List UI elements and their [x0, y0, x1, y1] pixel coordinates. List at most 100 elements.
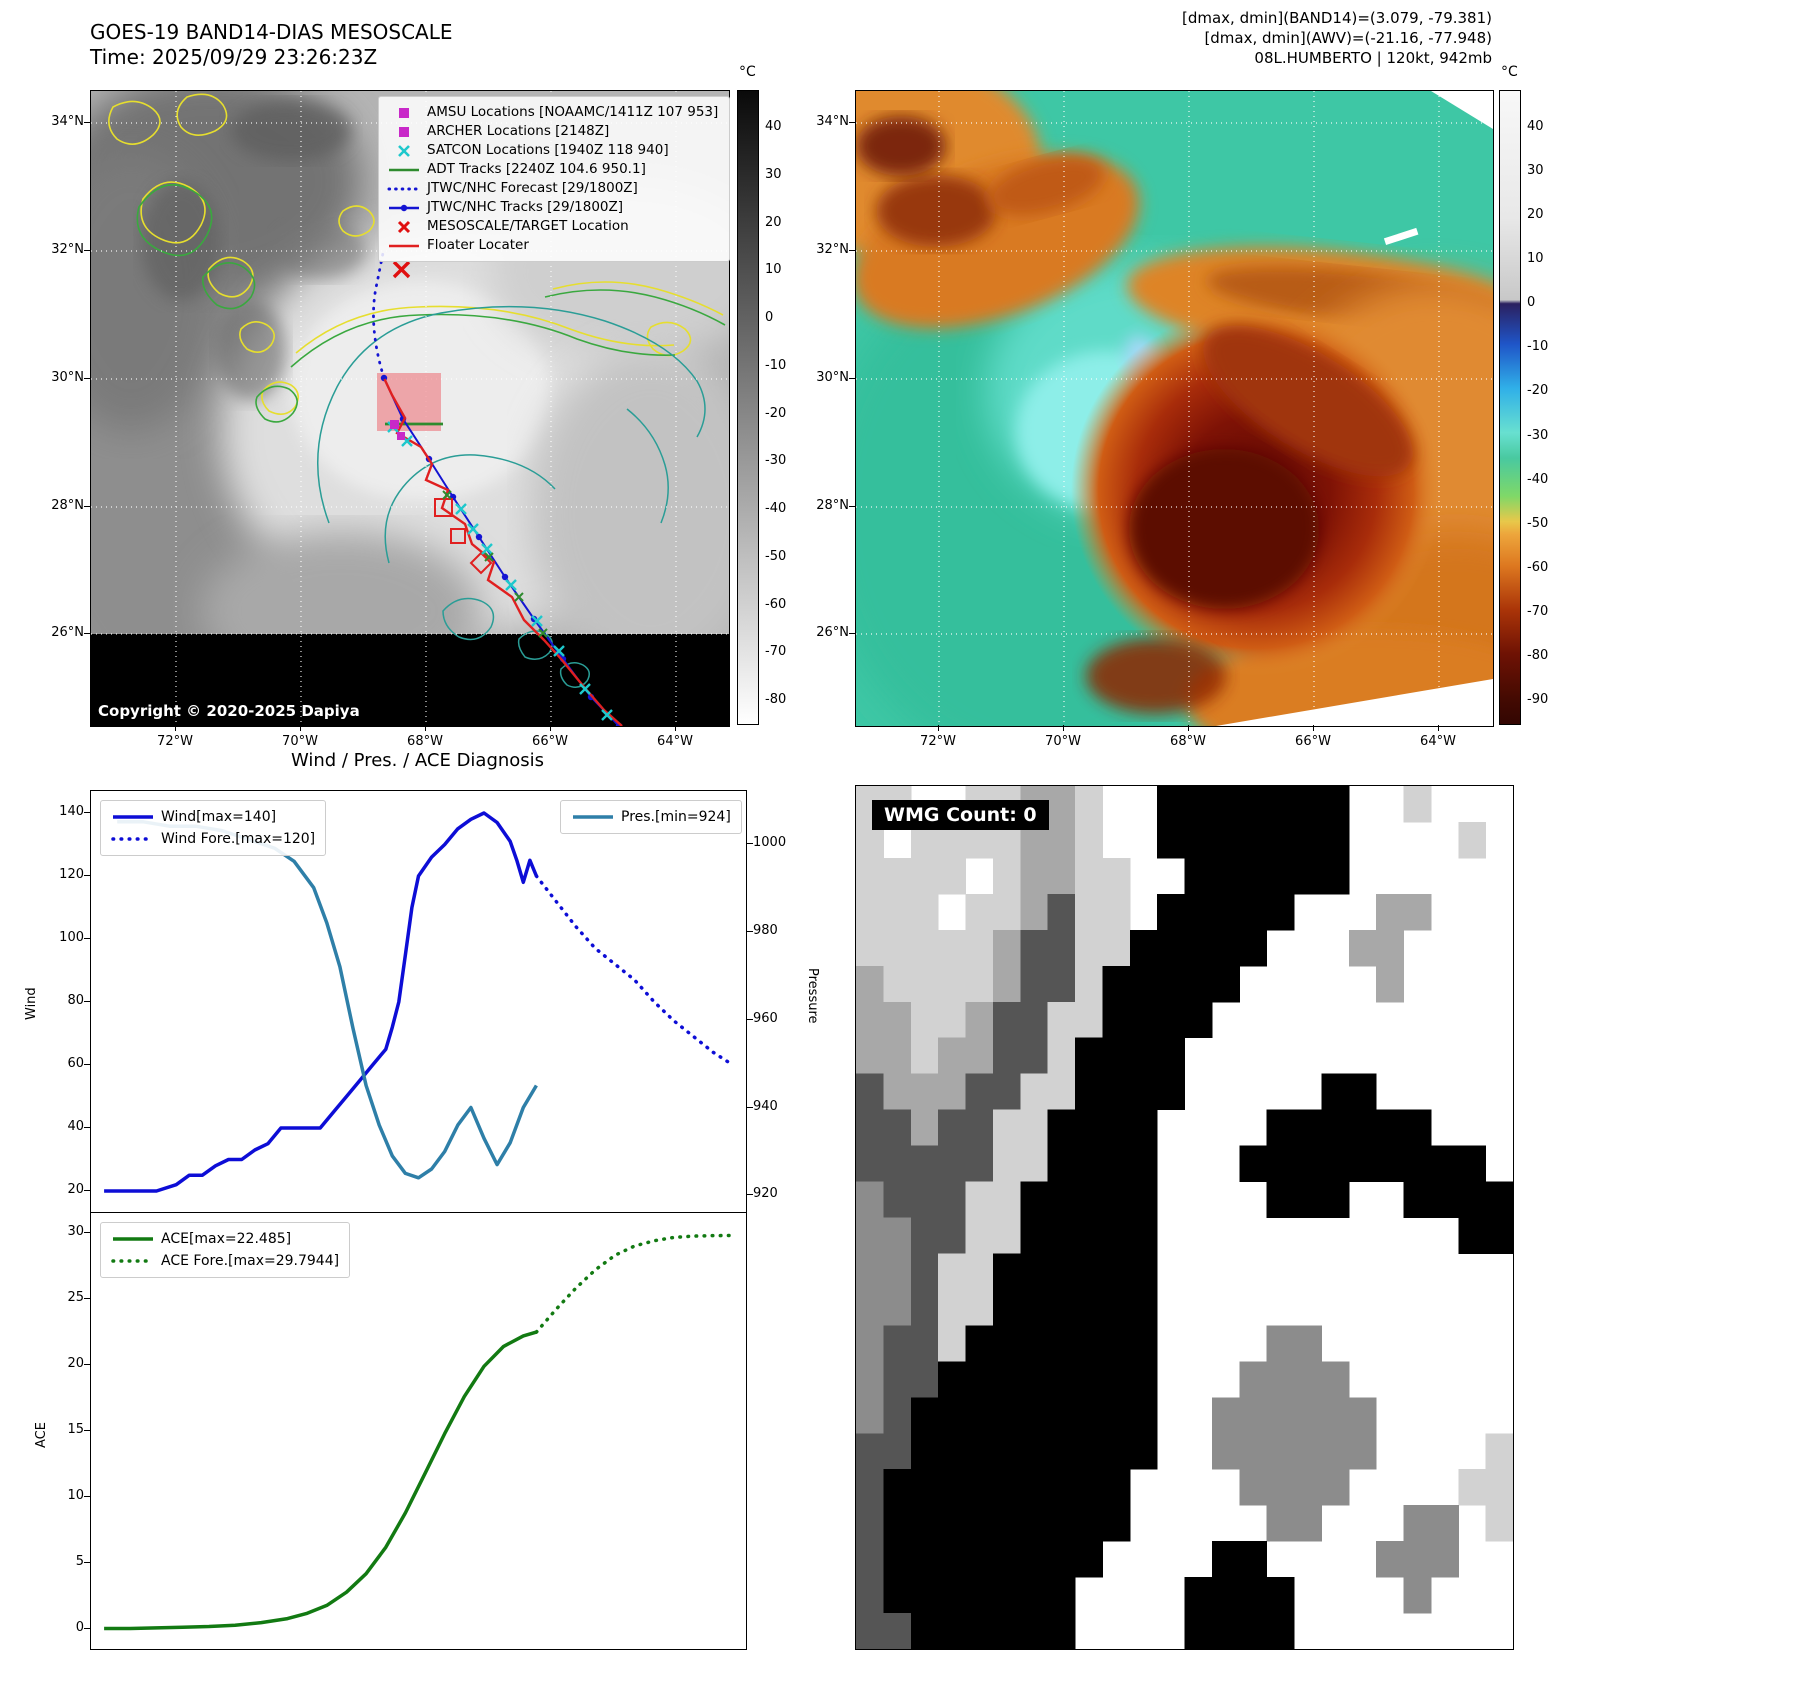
colorbar-tick-label: -50	[1527, 515, 1549, 531]
band14-time: Time: 2025/09/29 23:26:23Z	[90, 45, 378, 69]
band14-colorbar	[737, 90, 759, 725]
y-tick-label: 120	[59, 867, 84, 883]
tick-mark	[747, 1106, 753, 1108]
legend-item: JTWC/NHC Tracks [29/1800Z]	[387, 198, 721, 217]
square-magenta-icon	[399, 126, 409, 137]
teal-contours	[317, 305, 706, 688]
legend-item-label: Wind[max=140]	[161, 809, 277, 825]
map-x-tick-label: 70°W	[282, 734, 318, 749]
y-tick-label: 980	[753, 922, 778, 938]
colorbar-tick-label: 0	[1527, 295, 1536, 311]
colorbar-tick-label: 20	[765, 214, 782, 230]
dmax-dmin-band14: [dmax, dmin](BAND14)=(3.079, -79.381)	[1181, 9, 1492, 27]
y-tick-label: 25	[67, 1289, 84, 1305]
mesoscale-target-box	[377, 373, 441, 431]
colorbar-tick-label: 20	[1527, 207, 1544, 223]
colorbar-tick-label: -70	[1527, 603, 1549, 619]
legend-item-label: JTWC/NHC Tracks [29/1800Z]	[427, 199, 624, 215]
tick-mark	[84, 633, 90, 634]
chart-legend: ACE[max=22.485] ACE Fore.[max=29.7944]	[100, 1222, 351, 1278]
map-x-tick-label: 70°W	[1045, 734, 1081, 749]
tick-mark	[938, 725, 939, 731]
tick-mark	[747, 1194, 753, 1196]
y-tick-label: 960	[753, 1010, 778, 1026]
y-tick-label: 20	[67, 1355, 84, 1371]
band14-title: GOES-19 BAND14-DIAS MESOSCALE	[90, 20, 453, 44]
map-y-tick-label: 30°N	[816, 370, 849, 385]
tick-mark	[747, 842, 753, 844]
map-x-tick-label: 68°W	[407, 734, 443, 749]
y-tick-label: 0	[75, 1620, 84, 1636]
line-green-icon	[389, 168, 419, 171]
tick-mark	[550, 725, 551, 731]
y-tick-label: 80	[67, 993, 84, 1008]
y-tick-label: 20	[67, 1181, 84, 1197]
tick-mark	[84, 250, 90, 251]
legend-item: Floater Locater	[387, 236, 721, 255]
legend-item-label: AMSU Locations [NOAAMC/1411Z 107 953]	[427, 104, 719, 120]
map-y-tick-label: 26°N	[816, 625, 849, 640]
map-y-tick-label: 28°N	[51, 498, 84, 513]
map-x-tick-label: 68°W	[1170, 734, 1206, 749]
tick-mark	[84, 1189, 90, 1191]
series-line	[117, 820, 538, 1180]
awv-colorbar	[1499, 90, 1521, 725]
legend-item: JTWC/NHC Forecast [29/1800Z]	[387, 179, 721, 198]
tick-mark	[425, 725, 426, 731]
legend-item-label: ARCHER Locations [2148Z]	[427, 123, 610, 139]
tick-mark	[84, 938, 90, 939]
colorbar-tick-label: -90	[1527, 692, 1549, 707]
tick-mark	[84, 1562, 90, 1564]
tick-mark	[84, 1297, 90, 1299]
series-line	[104, 811, 539, 1193]
y-tick-label: 15	[67, 1422, 84, 1437]
colorbar-tick-label: -80	[765, 692, 787, 707]
line-sample-icon	[573, 815, 613, 819]
tick-mark	[84, 1628, 90, 1630]
y-tick-label: 40	[67, 1118, 84, 1134]
y-tick-label: 1000	[753, 834, 787, 850]
map-y-tick-label: 28°N	[816, 498, 849, 513]
green-contours	[136, 183, 726, 423]
storm-id-intensity: 08L.HUMBERTO | 120kt, 942mb	[1254, 49, 1492, 67]
map-y-tick-label: 30°N	[51, 370, 84, 385]
map-y-tick-label: 32°N	[816, 242, 849, 257]
colorbar-tick-label: -30	[765, 453, 787, 469]
wmg-count-label: WMG Count: 0	[872, 800, 1049, 830]
adt-x-markers	[442, 490, 548, 638]
colorbar-tick-label: -50	[765, 548, 787, 564]
tick-mark	[675, 725, 676, 731]
series-line	[534, 1233, 735, 1334]
jtwc-forecast-line	[372, 251, 386, 380]
map-y-tick-label: 34°N	[816, 114, 849, 129]
y-tick-label: 5	[75, 1554, 84, 1570]
colorbar-tick-label: -10	[1527, 339, 1549, 355]
dmax-dmin-awv: [dmax, dmin](AWV)=(-21.16, -77.948)	[1204, 29, 1492, 47]
tick-mark	[84, 122, 90, 123]
colorbar-tick-label: -30	[1527, 427, 1549, 443]
legend-item: MESOSCALE/TARGET Location	[387, 217, 721, 236]
line-sample-icon	[111, 1259, 155, 1263]
legend-item-label: SATCON Locations [1940Z 118 940]	[427, 142, 669, 158]
legend-item: SATCON Locations [1940Z 118 940]	[387, 141, 721, 160]
colorbar-tick-label: 0	[765, 310, 774, 325]
square-magenta-icon	[399, 107, 409, 118]
colorbar-tick-label: 10	[1527, 251, 1544, 267]
map-x-tick-label: 64°W	[657, 734, 693, 749]
colorbar-tick-label: -80	[1527, 647, 1549, 663]
legend-item-label: ADT Tracks [2240Z 104.6 950.1]	[427, 161, 646, 177]
legend-item-label: Floater Locater	[427, 237, 529, 253]
awv-gridlines	[856, 91, 1493, 726]
wmg-image	[855, 785, 1514, 1650]
tick-mark	[849, 633, 855, 634]
series-line	[534, 874, 735, 1067]
legend-item: Wind Fore.[max=120]	[111, 828, 315, 850]
tick-mark	[849, 378, 855, 379]
tick-mark	[300, 725, 301, 731]
line-sample-icon	[111, 837, 155, 841]
line-red-icon	[389, 244, 419, 247]
tick-mark	[84, 1363, 90, 1365]
chart-legend: Wind[max=140] Wind Fore.[max=120]	[100, 800, 327, 856]
awv-satellite-image	[855, 90, 1494, 727]
legend-item-label: JTWC/NHC Forecast [29/1800Z]	[427, 180, 638, 196]
